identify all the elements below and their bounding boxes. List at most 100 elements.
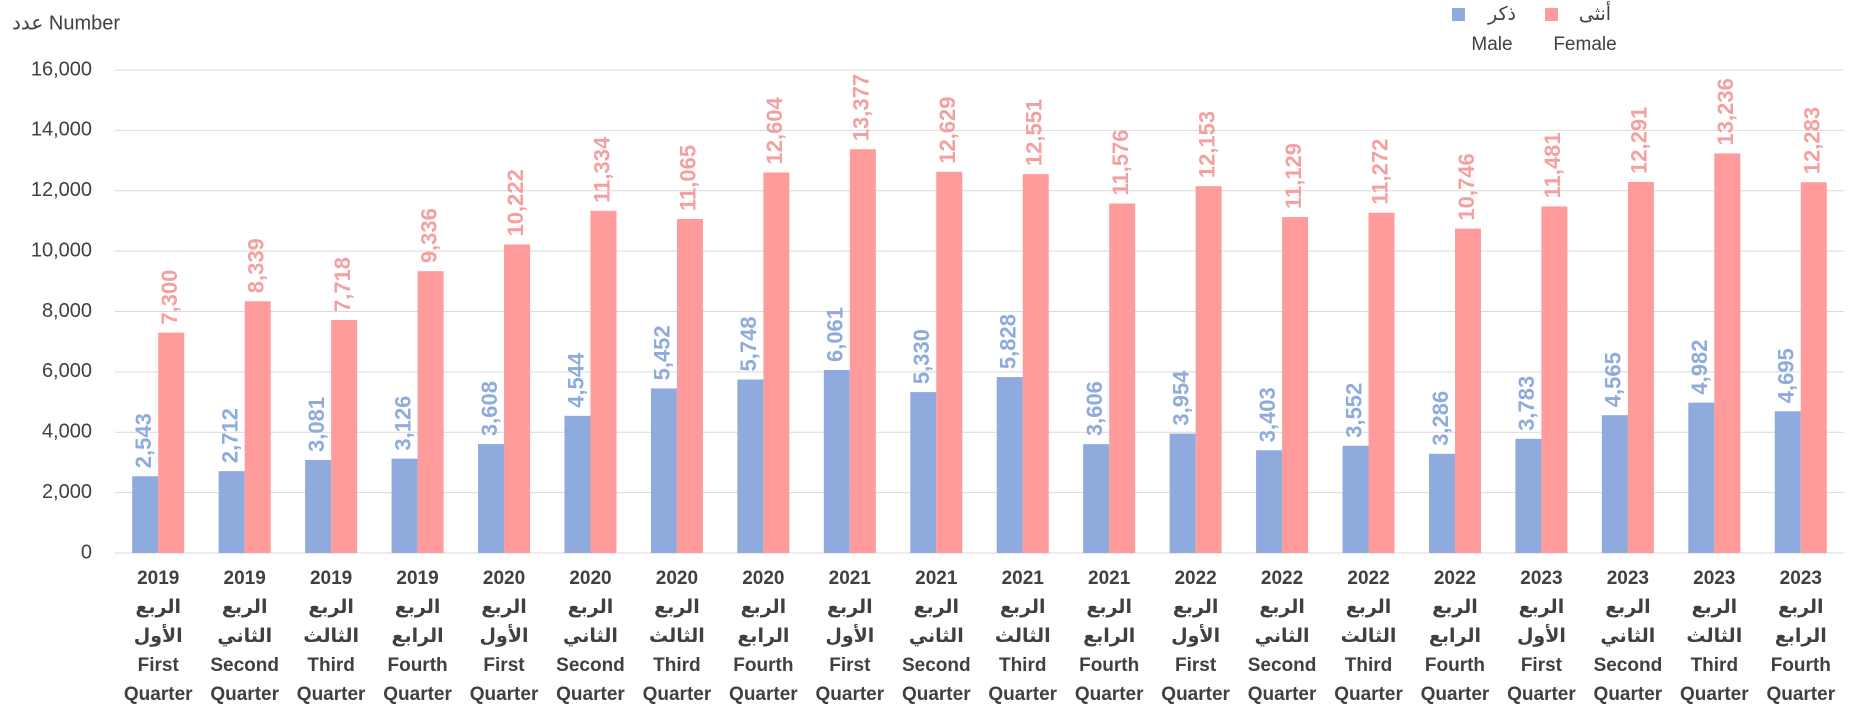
- x-tick-label: الثالث: [649, 626, 705, 647]
- bar: [1774, 411, 1801, 553]
- x-tick-label: الثاني: [563, 626, 618, 647]
- y-tick-label: 2,000: [42, 481, 92, 503]
- bar: [305, 459, 332, 553]
- value-label: 3,081: [304, 397, 329, 452]
- bar: [1083, 444, 1110, 553]
- value-label: 4,544: [563, 352, 588, 408]
- legend-label: Male: [1471, 34, 1512, 55]
- y-tick-label: 0: [81, 541, 92, 563]
- bar: [504, 244, 531, 553]
- value-label: 12,551: [1022, 99, 1047, 166]
- bar: [1541, 206, 1568, 554]
- bar: [936, 171, 963, 553]
- value-label: 7,718: [330, 257, 355, 312]
- y-tick-label: 4,000: [42, 421, 92, 443]
- bar: [1454, 228, 1481, 554]
- value-label: 8,339: [243, 238, 268, 293]
- value-label: 2,543: [131, 413, 156, 468]
- x-tick-label: Quarter: [470, 684, 539, 705]
- bar: [1195, 186, 1222, 553]
- x-tick-label: الربع: [827, 597, 873, 618]
- bar: [244, 301, 271, 553]
- bar: [1022, 174, 1049, 553]
- value-label: 5,330: [909, 329, 934, 384]
- bar: [1342, 445, 1369, 553]
- value-label: 3,606: [1082, 381, 1107, 436]
- value-label: 3,552: [1341, 383, 1366, 438]
- value-label: 11,576: [1108, 129, 1133, 195]
- x-tick-label: 2023: [1693, 568, 1735, 589]
- x-tick-label: 2021: [829, 568, 872, 589]
- x-tick-label: Fourth: [1079, 655, 1139, 676]
- x-tick-label: الربع: [913, 597, 959, 618]
- x-tick-label: Quarter: [1421, 684, 1490, 705]
- x-tick-label: الربع: [1778, 597, 1824, 618]
- x-tick-label: Quarter: [1161, 684, 1230, 705]
- x-tick-label: Quarter: [124, 684, 193, 705]
- x-tick-label: الربع: [135, 597, 181, 618]
- x-tick-label: 2022: [1261, 568, 1303, 589]
- bar: [650, 388, 677, 553]
- x-tick-label: Fourth: [387, 655, 447, 676]
- x-tick-label: Quarter: [902, 684, 971, 705]
- value-label: 7,300: [157, 270, 182, 325]
- legend-label: أنثى: [1579, 1, 1611, 25]
- x-tick-label: First: [829, 655, 871, 676]
- x-tick-label: الثاني: [1255, 626, 1310, 647]
- value-label: 3,126: [390, 396, 415, 451]
- y-axis-label: عدد Number: [12, 12, 120, 34]
- x-tick-label: Second: [556, 655, 625, 676]
- x-tick-label: الثالث: [1686, 626, 1742, 647]
- bar: [996, 377, 1023, 553]
- x-tick-label: 2022: [1174, 568, 1216, 589]
- value-label: 11,065: [676, 145, 701, 211]
- x-tick-label: الربع: [1692, 597, 1738, 618]
- x-tick-label: الربع: [1432, 597, 1478, 618]
- bar: [391, 458, 418, 553]
- value-label: 10,222: [503, 169, 528, 236]
- x-tick-label: الثالث: [995, 626, 1051, 647]
- x-tick-label: 2020: [569, 568, 611, 589]
- x-tick-label: First: [1521, 655, 1563, 676]
- x-tick-label: الأول: [825, 624, 874, 647]
- x-tick-label: 2023: [1520, 568, 1562, 589]
- x-tick-label: Third: [999, 655, 1047, 676]
- bar: [331, 320, 358, 553]
- value-label: 11,481: [1540, 132, 1565, 198]
- x-tick-label: 2022: [1347, 568, 1389, 589]
- bar: [676, 218, 703, 553]
- value-label: 12,291: [1627, 107, 1652, 174]
- x-tick-label: الربع: [1259, 597, 1305, 618]
- x-tick-label: الربع: [308, 597, 354, 618]
- y-tick-label: 6,000: [42, 360, 92, 382]
- x-tick-label: 2021: [1088, 568, 1131, 589]
- x-tick-label: Quarter: [383, 684, 452, 705]
- x-tick-label: Fourth: [733, 655, 793, 676]
- value-label: 12,604: [762, 96, 787, 164]
- x-tick-label: Third: [653, 655, 701, 676]
- value-label: 3,954: [1168, 370, 1193, 426]
- bar: [564, 415, 591, 553]
- y-tick-label: 10,000: [31, 239, 92, 261]
- value-label: 5,748: [736, 316, 761, 371]
- y-tick-label: 12,000: [31, 179, 92, 201]
- x-tick-label: الثاني: [1600, 626, 1655, 647]
- legend-swatch: [1545, 8, 1558, 21]
- x-tick-label: Second: [902, 655, 971, 676]
- bar: [1800, 182, 1827, 553]
- x-tick-label: الرابع: [1083, 626, 1135, 647]
- value-label: 13,236: [1713, 78, 1738, 145]
- value-label: 3,608: [477, 381, 502, 436]
- bar: [1627, 181, 1654, 553]
- x-tick-label: 2019: [224, 568, 266, 589]
- x-tick-label: Quarter: [1680, 684, 1749, 705]
- x-tick-label: الأول: [134, 624, 183, 647]
- x-tick-label: First: [138, 655, 180, 676]
- x-tick-label: الربع: [1605, 597, 1651, 618]
- x-tick-label: Fourth: [1771, 655, 1831, 676]
- value-label: 3,286: [1428, 391, 1453, 446]
- x-tick-label: Quarter: [1334, 684, 1403, 705]
- y-tick-label: 16,000: [31, 58, 92, 80]
- x-tick-label: Fourth: [1425, 655, 1485, 676]
- x-tick-label: 2023: [1780, 568, 1822, 589]
